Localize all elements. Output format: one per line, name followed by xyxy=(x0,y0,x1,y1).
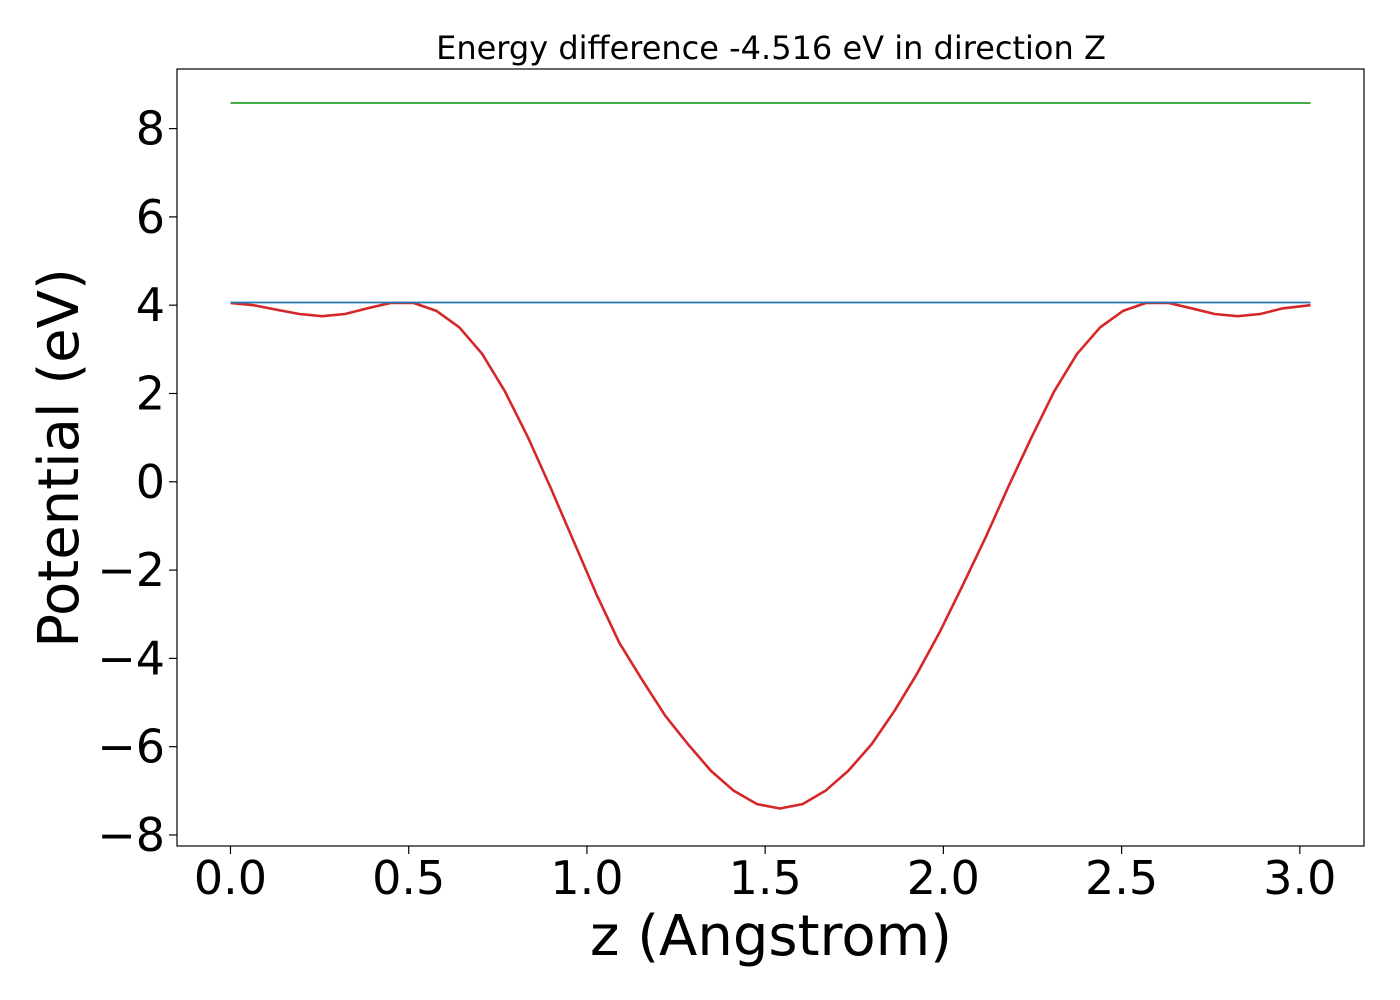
y-axis-ticks: −8 −6 −4 −2 0 2 4 6 8 xyxy=(97,102,177,862)
x-tick-label: 0.0 xyxy=(194,851,267,905)
x-tick-label: 2.5 xyxy=(1085,851,1158,905)
x-axis-ticks: 0.0 0.5 1.0 1.5 2.0 2.5 3.0 xyxy=(194,846,1336,905)
x-tick-label: 1.0 xyxy=(550,851,623,905)
chart-title: Energy difference -4.516 eV in direction… xyxy=(436,29,1106,67)
plot-frame xyxy=(176,68,1365,847)
y-tick-label: 8 xyxy=(136,102,165,156)
y-axis-label: Potential (eV) xyxy=(27,268,92,648)
y-tick-label: 4 xyxy=(136,278,165,332)
x-tick-label: 1.5 xyxy=(729,851,802,905)
y-tick-label: −4 xyxy=(97,631,165,685)
x-tick-label: 3.0 xyxy=(1263,851,1336,905)
y-tick-label: 0 xyxy=(136,455,165,509)
series-line-0 xyxy=(230,301,1311,810)
x-axis-label: z (Angstrom) xyxy=(590,904,952,969)
y-tick-label: 6 xyxy=(136,190,165,244)
y-tick-label: −2 xyxy=(97,543,165,597)
x-tick-label: 0.5 xyxy=(372,851,445,905)
series-layer xyxy=(230,102,1311,810)
x-tick-label: 2.0 xyxy=(907,851,980,905)
y-tick-label: 2 xyxy=(136,366,165,420)
y-tick-label: −6 xyxy=(97,720,165,774)
y-tick-label: −8 xyxy=(97,808,165,862)
